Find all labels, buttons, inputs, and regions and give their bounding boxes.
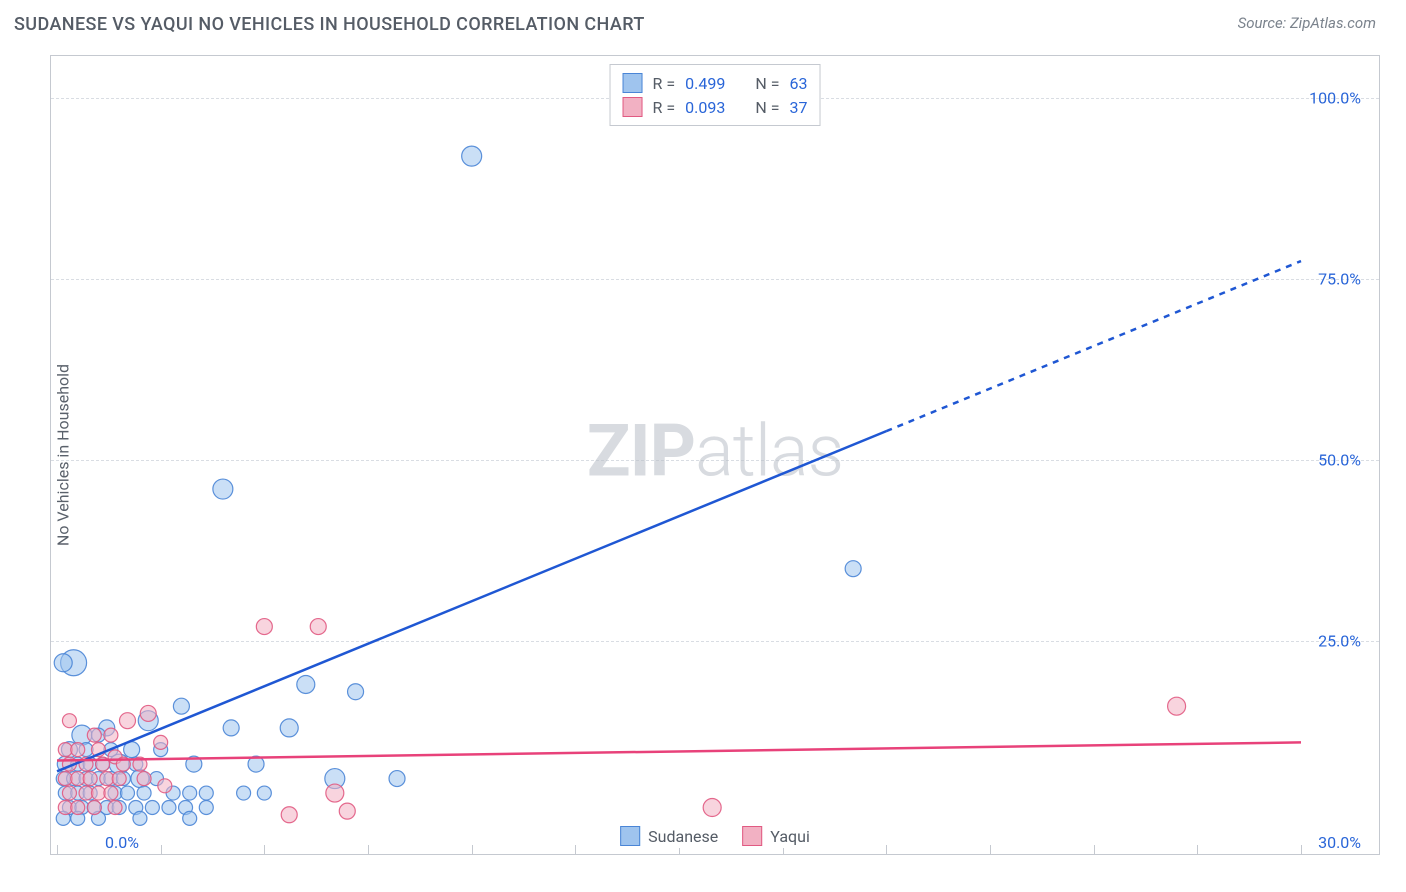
scatter-point	[348, 684, 364, 700]
scatter-point	[199, 786, 213, 800]
scatter-point	[158, 779, 172, 793]
scatter-point	[1168, 697, 1186, 715]
scatter-point	[137, 786, 151, 800]
scatter-point	[71, 743, 85, 757]
trend-line-extrapolated	[886, 261, 1301, 431]
chart-frame: No Vehicles in Household 25.0%50.0%75.0%…	[50, 55, 1380, 855]
n-value: 37	[789, 98, 807, 117]
n-label: N =	[755, 98, 779, 117]
r-label: R =	[653, 98, 676, 117]
scatter-point	[108, 801, 122, 815]
r-value: 0.093	[685, 98, 725, 117]
scatter-point	[223, 720, 239, 736]
correlation-legend: R = 0.499 N = 63 R = 0.093 N = 37	[610, 64, 821, 126]
scatter-point	[137, 772, 151, 786]
scatter-point	[154, 735, 168, 749]
scatter-point	[87, 801, 101, 815]
correlation-row: R = 0.093 N = 37	[623, 95, 808, 119]
x-min-label: 0.0%	[105, 833, 139, 852]
scatter-plot-svg	[51, 56, 1381, 856]
scatter-point	[162, 801, 176, 815]
scatter-point	[310, 619, 326, 635]
scatter-point	[183, 811, 197, 825]
scatter-point	[119, 713, 135, 729]
source-attribution: Source: ZipAtlas.com	[1238, 14, 1376, 32]
scatter-point	[120, 786, 134, 800]
correlation-row: R = 0.499 N = 63	[623, 71, 808, 95]
scatter-point	[62, 786, 76, 800]
scatter-point	[257, 786, 271, 800]
scatter-point	[104, 728, 118, 742]
scatter-point	[87, 728, 101, 742]
scatter-point	[71, 801, 85, 815]
scatter-point	[183, 786, 197, 800]
legend-swatch-icon	[623, 97, 643, 117]
scatter-point	[54, 654, 72, 672]
legend-label: Sudanese	[648, 827, 718, 846]
n-value: 63	[789, 74, 807, 93]
legend-swatch-icon	[620, 826, 640, 846]
scatter-point	[213, 479, 233, 499]
x-max-label: 30.0%	[1318, 833, 1361, 852]
scatter-point	[133, 811, 147, 825]
scatter-point	[62, 714, 76, 728]
scatter-point	[703, 799, 721, 817]
legend-item: Yaqui	[742, 826, 810, 846]
legend-label: Yaqui	[770, 827, 810, 846]
r-label: R =	[653, 74, 676, 93]
header: SUDANESE VS YAQUI NO VEHICLES IN HOUSEHO…	[0, 0, 1406, 41]
trend-line	[57, 742, 1301, 760]
legend-item: Sudanese	[620, 826, 718, 846]
scatter-point	[237, 786, 251, 800]
scatter-point	[173, 698, 189, 714]
scatter-point	[104, 786, 118, 800]
scatter-point	[389, 771, 405, 787]
scatter-point	[326, 784, 344, 802]
trend-line	[57, 431, 886, 771]
scatter-point	[83, 772, 97, 786]
series-legend: Sudanese Yaqui	[614, 824, 816, 848]
scatter-point	[845, 561, 861, 577]
scatter-point	[281, 807, 297, 823]
n-label: N =	[755, 74, 779, 93]
scatter-point	[140, 705, 156, 721]
scatter-point	[145, 801, 159, 815]
scatter-point	[256, 619, 272, 635]
scatter-point	[199, 801, 213, 815]
scatter-point	[280, 719, 298, 737]
scatter-point	[297, 675, 315, 693]
legend-swatch-icon	[742, 826, 762, 846]
r-value: 0.499	[685, 74, 725, 93]
scatter-point	[462, 146, 482, 166]
scatter-point	[112, 772, 126, 786]
chart-title: SUDANESE VS YAQUI NO VEHICLES IN HOUSEHO…	[14, 14, 645, 35]
scatter-point	[339, 803, 355, 819]
legend-swatch-icon	[623, 73, 643, 93]
